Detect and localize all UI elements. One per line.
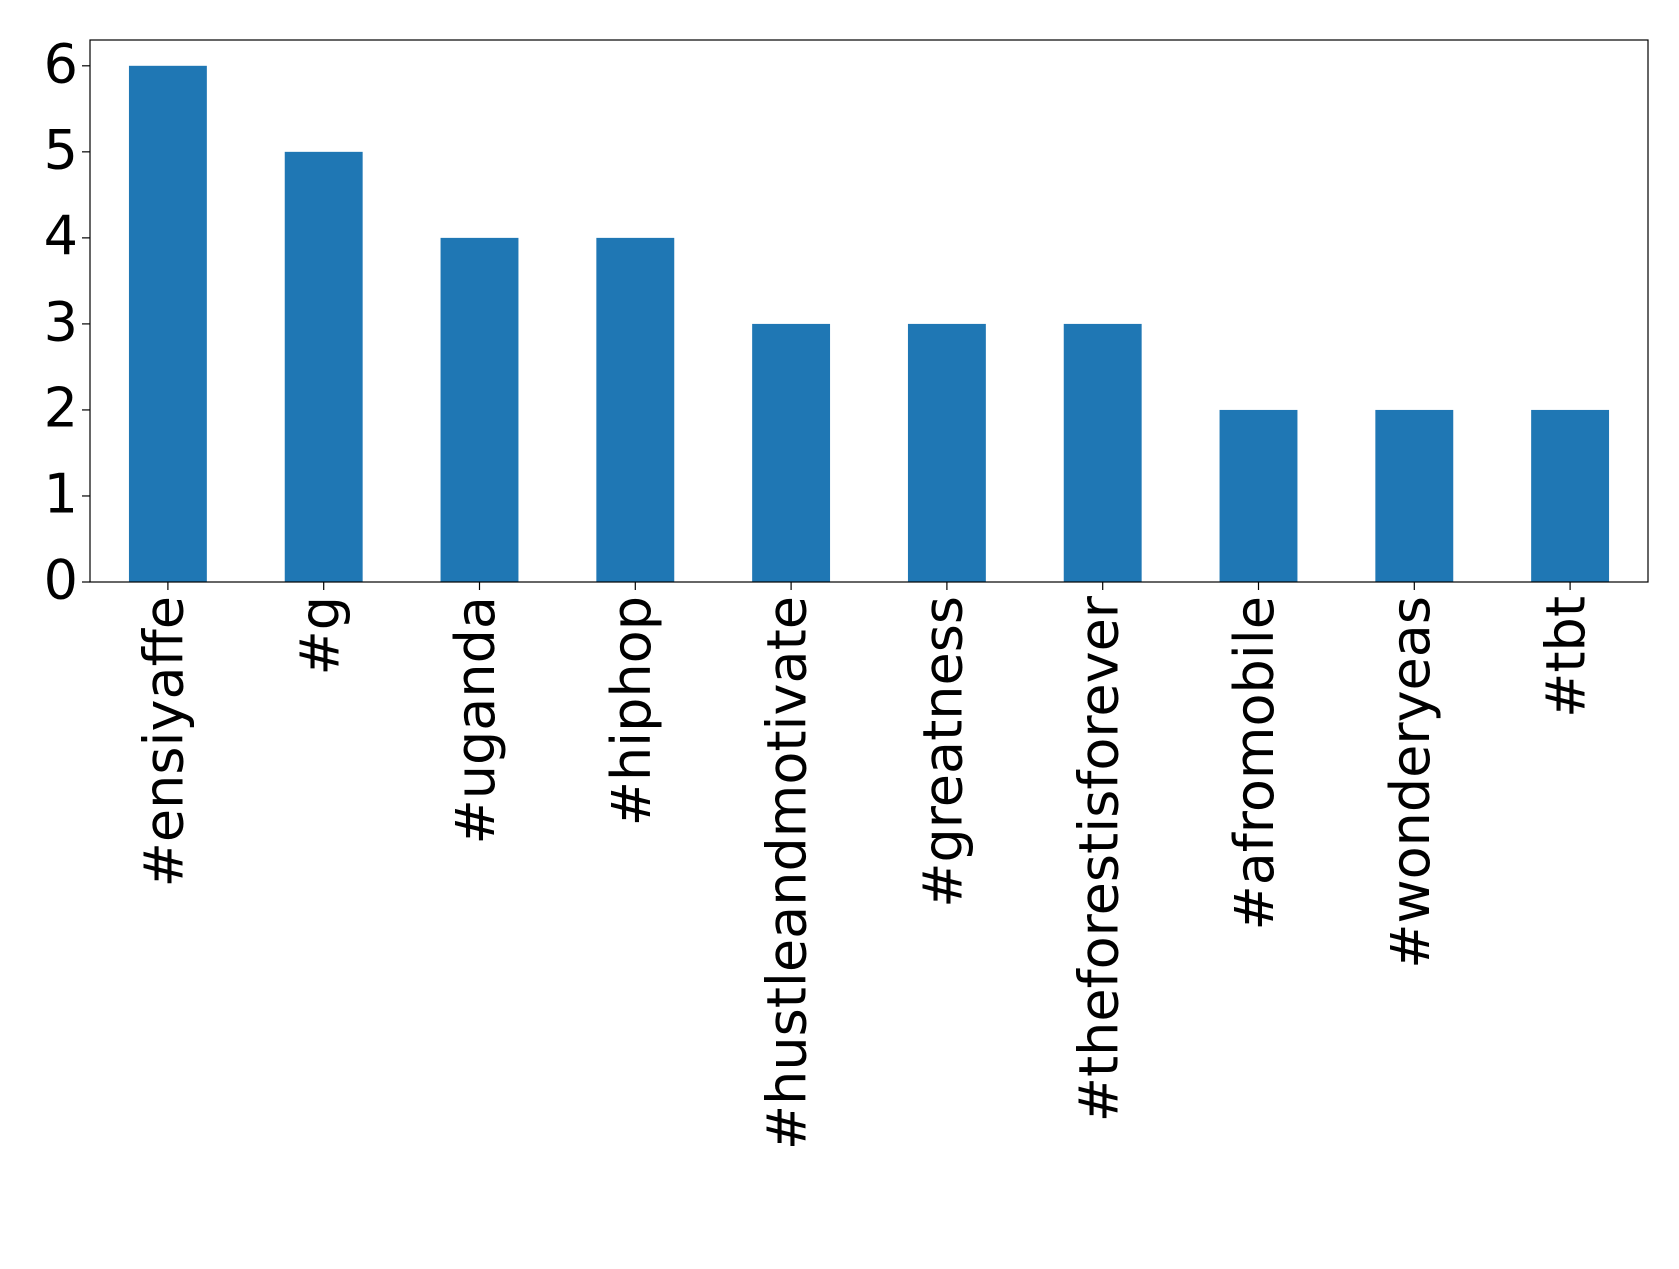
bar bbox=[1219, 409, 1298, 582]
bar bbox=[1375, 409, 1454, 582]
bar bbox=[752, 323, 831, 582]
y-tick-label: 4 bbox=[44, 205, 78, 268]
bar bbox=[1063, 323, 1142, 582]
y-tick-label: 1 bbox=[44, 463, 78, 526]
x-tick-label: #greatness bbox=[912, 596, 975, 908]
x-tick-label: #hiphop bbox=[600, 596, 663, 826]
bar bbox=[440, 237, 519, 582]
bar bbox=[284, 151, 363, 583]
x-tick-label: #uganda bbox=[444, 596, 507, 844]
x-tick-label: #wonderyeas bbox=[1379, 596, 1442, 969]
bar bbox=[907, 323, 986, 582]
y-tick-label: 2 bbox=[44, 377, 78, 440]
y-tick-label: 0 bbox=[44, 549, 78, 612]
x-tick-label: #g bbox=[288, 596, 351, 676]
y-tick-label: 5 bbox=[44, 118, 78, 181]
x-tick-label: #hustleandmotivate bbox=[756, 596, 819, 1150]
plot-frame bbox=[89, 39, 1649, 583]
bar bbox=[128, 65, 207, 583]
bar bbox=[596, 237, 675, 582]
bar bbox=[1531, 409, 1610, 582]
x-tick-label: #ensiyaffe bbox=[133, 596, 196, 887]
x-tick-label: #theforestisforever bbox=[1067, 595, 1130, 1122]
x-tick-label: #tbt bbox=[1535, 596, 1598, 718]
x-tick-label: #afromobile bbox=[1223, 596, 1286, 931]
y-tick-label: 6 bbox=[44, 32, 78, 95]
y-tick-label: 3 bbox=[44, 291, 78, 354]
